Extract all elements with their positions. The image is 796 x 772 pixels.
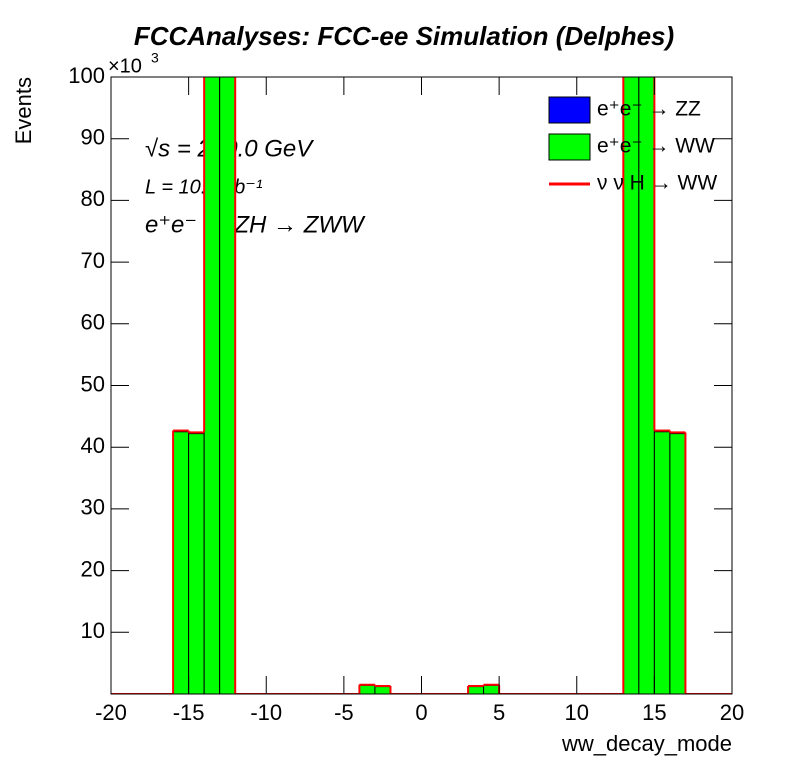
- y-tick-label: 30: [81, 495, 105, 520]
- y-tick-label: 100: [68, 63, 105, 88]
- legend-label: e⁺e⁻ → ZZ: [597, 98, 701, 121]
- x-tick-label: -15: [173, 700, 205, 725]
- axes: -20 -15 -10 -5 0 5 10 15 20 10 20 30 40 50 60 70 80 90 100: [68, 63, 744, 725]
- bar: [669, 433, 686, 694]
- bar: [374, 686, 391, 694]
- y-tick-label: 90: [81, 125, 105, 150]
- x-axis-label: ww_decay_mode: [561, 731, 732, 756]
- x-tick-label: 15: [642, 700, 666, 725]
- bar: [188, 433, 205, 694]
- annotation: e⁺e⁻ → ZH → ZWW: [145, 211, 366, 238]
- y-tick-label: 10: [81, 618, 105, 643]
- plot-area: [111, 77, 732, 694]
- chart-title: FCCAnalyses: FCC-ee Simulation (Delphes): [134, 21, 674, 51]
- x-tick-label: -10: [250, 700, 282, 725]
- x-tick-label: 0: [415, 700, 427, 725]
- x-tick-label: -5: [334, 700, 354, 725]
- legend-label: ν ν H → WW: [597, 172, 717, 195]
- x-tick-label: -20: [95, 700, 127, 725]
- bar: [467, 686, 485, 694]
- axis-multiplier-power: 3: [151, 50, 159, 66]
- y-tick-label: 80: [81, 186, 105, 211]
- y-tick-label: 60: [81, 310, 105, 335]
- legend: e⁺e⁻ → ZZ e⁺e⁻ → WW ν ν H → WW: [548, 96, 717, 195]
- y-tick-label: 40: [81, 433, 105, 458]
- y-tick-label: 50: [81, 371, 105, 396]
- y-tick-label: 20: [81, 556, 105, 581]
- legend-swatch: [548, 133, 591, 161]
- bar: [653, 431, 671, 694]
- legend-swatch: [548, 96, 591, 124]
- bar: [203, 77, 221, 694]
- bar: [219, 77, 236, 694]
- bar: [358, 684, 376, 694]
- axis-multiplier: ×10: [108, 55, 142, 77]
- x-tick-label: 5: [493, 700, 505, 725]
- y-tick-label: 70: [81, 248, 105, 273]
- x-tick-label: 10: [565, 700, 589, 725]
- bar: [172, 431, 190, 694]
- legend-label: e⁺e⁻ → WW: [597, 135, 715, 158]
- bar: [483, 684, 500, 694]
- y-axis-label: Events: [11, 77, 36, 144]
- x-tick-label: 20: [720, 700, 744, 725]
